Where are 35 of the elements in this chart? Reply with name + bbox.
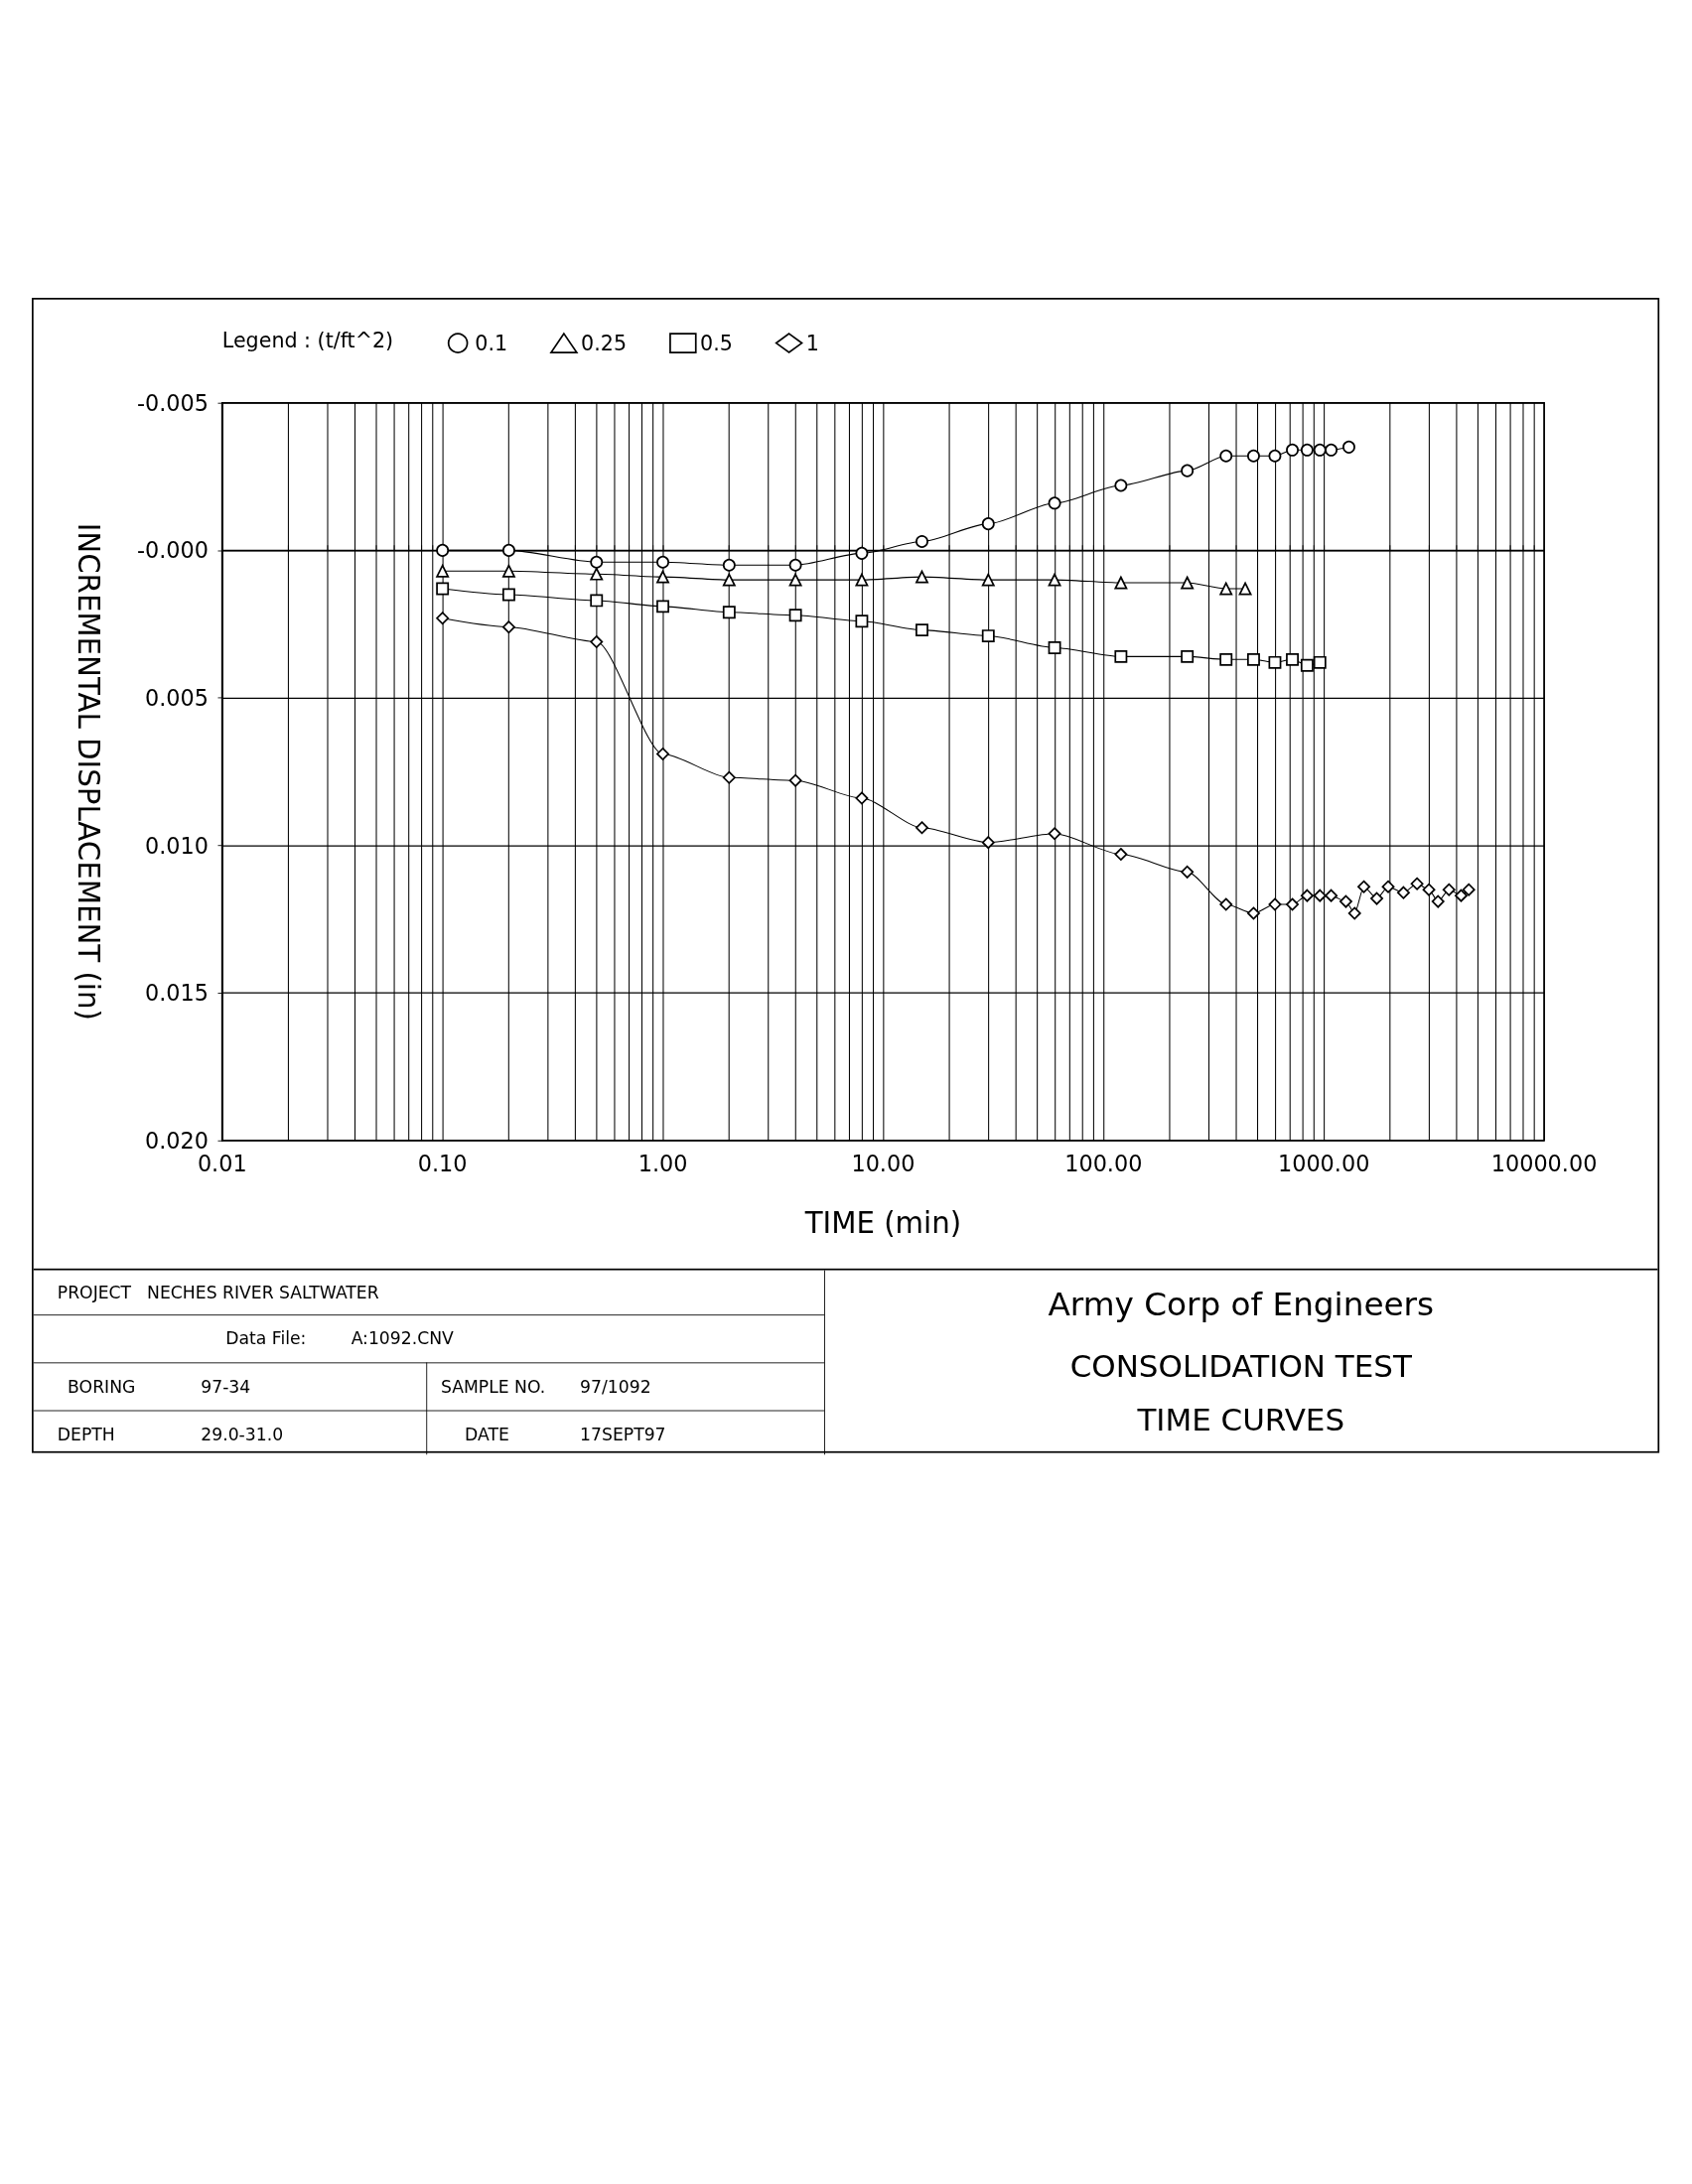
- x-tick-label: 0.01: [197, 1151, 247, 1177]
- text: 29.0-31.0: [201, 1424, 284, 1444]
- text: Army Corp of Engineers: [1048, 1286, 1435, 1323]
- text: Data File:: [225, 1328, 307, 1349]
- y-tick-label: 0.005: [145, 685, 210, 711]
- y-tick-label: -0.000: [136, 537, 210, 564]
- text: SAMPLE NO.: [440, 1376, 546, 1397]
- y-axis-title: INCREMENTAL DISPLACEMENT (in): [70, 522, 105, 1021]
- x-tick-label: 100.00: [1064, 1151, 1143, 1177]
- x-tick-label: 10000.00: [1490, 1151, 1598, 1177]
- text: A:1092.CNV: [351, 1328, 454, 1349]
- x-axis-title: TIME (min): [803, 1206, 962, 1241]
- x-tick-label: 0.10: [417, 1151, 468, 1177]
- text: 97-34: [201, 1376, 251, 1397]
- y-tick-label: -0.005: [136, 389, 210, 416]
- text: PROJECT: [57, 1282, 132, 1303]
- text: DEPTH: [57, 1424, 115, 1444]
- legend-label: 0.5: [700, 331, 733, 355]
- text: DATE: [465, 1424, 509, 1444]
- x-tick-label: 10.00: [851, 1151, 916, 1177]
- text: NECHES RIVER SALTWATER: [147, 1282, 379, 1303]
- y-tick-label: 0.010: [145, 832, 210, 859]
- legend-label: 0.1: [475, 331, 508, 355]
- text: TIME CURVES: [1137, 1402, 1345, 1438]
- text: CONSOLIDATION TEST: [1069, 1348, 1412, 1384]
- legend-label: 0.25: [581, 331, 628, 355]
- legend-title: Legend : (t/ft^2): [221, 329, 394, 352]
- text: BORING: [68, 1376, 136, 1397]
- y-tick-label: 0.020: [145, 1127, 210, 1154]
- text: 97/1092: [580, 1376, 651, 1397]
- x-tick-label: 1000.00: [1277, 1151, 1370, 1177]
- x-tick-label: 1.00: [637, 1151, 688, 1177]
- text: 17SEPT97: [580, 1424, 666, 1444]
- y-tick-label: 0.015: [145, 980, 210, 1007]
- legend-label: 1: [805, 331, 819, 355]
